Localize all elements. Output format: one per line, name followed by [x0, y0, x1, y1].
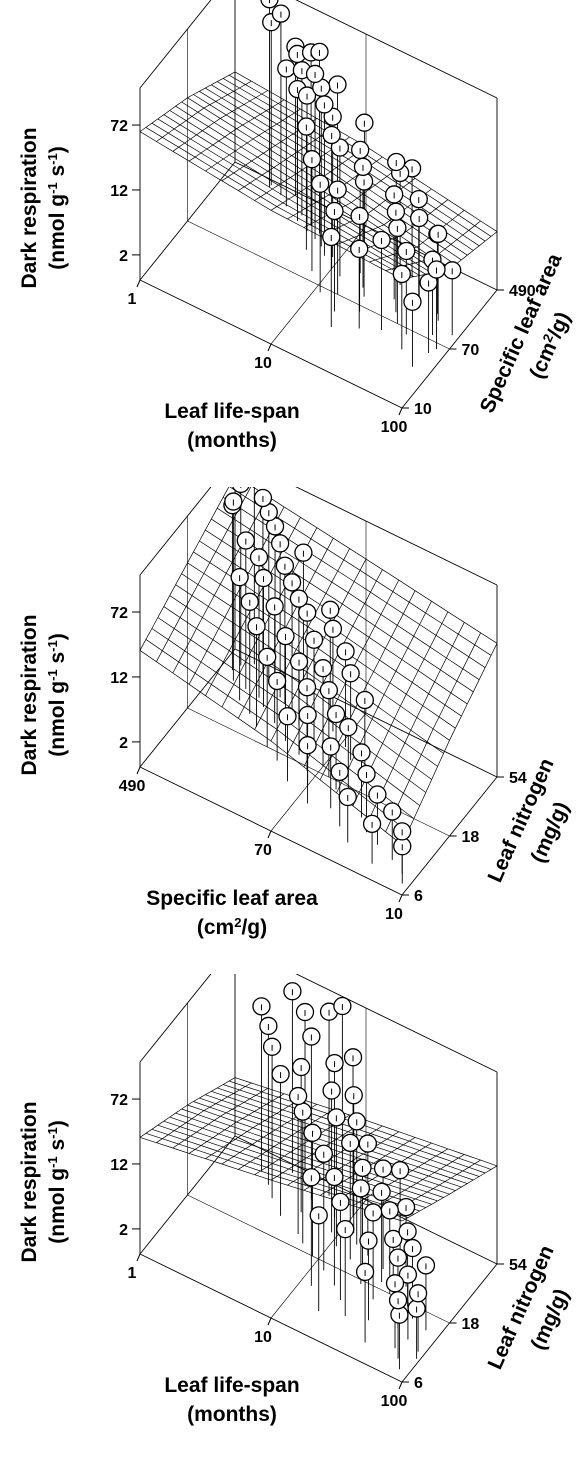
chart-panel-3: 2 12 72 1 10 100 6 18 54 Dark respiration (nmol g-…	[0, 974, 580, 1454]
chart-2-surface-line	[187, 562, 450, 741]
chart-2-surface-line	[211, 518, 474, 693]
chart-2-surface-line	[139, 487, 230, 651]
chart-3-surface-line	[211, 1090, 474, 1181]
chart-1-x-tick-label: 1	[128, 291, 137, 308]
chart-1-y-tick-label: 490	[509, 283, 536, 300]
chart-2-y-tick-label: 54	[509, 770, 527, 787]
chart-1-surface-line	[217, 81, 480, 247]
chart-1-surface-line	[211, 84, 474, 251]
chart-2-y-tick-label: 6	[414, 888, 423, 905]
chart-3-z-axis-title: Dark respiration (nmol g-1 s-1)	[18, 1101, 69, 1262]
chart-3-x-tick-label: 10	[254, 1329, 272, 1346]
chart-3-z-tick-label: 12	[110, 1157, 128, 1174]
chart-1-data-point	[260, 0, 279, 9]
chart-1-surface-line	[199, 91, 462, 261]
chart-2-x-axis-title: Specific leaf area	[146, 887, 318, 910]
chart-2-surface-line	[401, 643, 498, 845]
chart-3-z-tick-label: 72	[110, 1092, 128, 1109]
chart-1-x-tick-mark	[136, 279, 141, 288]
chart-1-surface-line	[151, 122, 415, 278]
chart-2-surface-line	[217, 507, 480, 680]
chart-2-x-tick-label: 10	[385, 906, 403, 923]
chart-2-surface-line	[336, 601, 432, 794]
chart-3-surface-line	[205, 1094, 468, 1184]
chart-2-surface-line	[181, 573, 444, 754]
chart-3-x-tick-mark	[136, 1253, 141, 1262]
chart-1-x-tick-label: 10	[254, 355, 272, 372]
chart-3-y-tick-label: 6	[414, 1375, 423, 1392]
chart-3-surface-line	[188, 1093, 285, 1154]
chart-3-surface-line	[172, 1087, 268, 1149]
chart-2-z-tick-label: 12	[110, 670, 128, 687]
chart-1-z-tick-label: 12	[110, 183, 128, 200]
chart-1-floor-gridline	[187, 220, 450, 350]
chart-1-z-tick-label: 2	[119, 248, 128, 265]
chart-1-svg: 2 12 72 1 10 100 10 70 490 Dark respiration (nmol …	[18, 0, 575, 452]
chart-2-surface-line	[385, 632, 481, 832]
chart-3-surface-line	[369, 1154, 465, 1212]
chart-2-z-tick-label: 2	[119, 735, 128, 752]
chart-3-y-tick-label: 18	[462, 1316, 480, 1333]
chart-2-x-tick-label: 490	[119, 778, 146, 795]
chart-2-y-tick-label: 18	[462, 829, 480, 846]
chart-panel-2: 2 12 72 490 70 10 6 18 54 Dark respiration (nmol g…	[0, 487, 580, 967]
chart-3-z-tick-label: 2	[119, 1222, 128, 1239]
chart-1-y-tick-label: 10	[414, 401, 432, 418]
chart-3-surface-line	[217, 1087, 480, 1177]
chart-3-surface-line	[401, 1165, 498, 1222]
chart-3-x-tick-label: 1	[128, 1265, 137, 1282]
chart-3-svg: 2 12 72 1 10 100 6 18 54 Dark respiration (nmol g-…	[18, 974, 574, 1426]
chart-3-surface-line	[199, 1097, 462, 1188]
chart-1-surface-line	[303, 167, 400, 228]
chart-panel-1: 2 12 72 1 10 100 10 70 490 Dark respiration (nmol …	[0, 0, 580, 480]
chart-1-surface-line	[205, 87, 468, 256]
chart-1-y-tick-label: 70	[462, 342, 480, 359]
chart-2-x-axis-subtitle: (cm2/g)	[197, 915, 267, 940]
chart-2-x-tick-mark	[398, 894, 403, 903]
chart-2-x-tick-label: 70	[254, 842, 272, 859]
chart-3-y-tick-label: 54	[509, 1257, 527, 1274]
chart-3-x-axis-subtitle: (months)	[187, 1403, 277, 1426]
chart-2-surface-line	[163, 606, 427, 793]
chart-2-z-tick-label: 72	[110, 605, 128, 622]
chart-2-svg: 2 12 72 490 70 10 6 18 54 Dark respiration (nmol g…	[18, 487, 574, 940]
chart-2-x-tick-mark	[136, 766, 141, 775]
chart-2-surface-line	[205, 529, 468, 705]
chart-2-data-point	[232, 487, 250, 494]
chart-1-x-tick-mark	[398, 407, 403, 416]
chart-2-x-tick-mark	[267, 830, 272, 839]
chart-2-surface-line	[368, 622, 465, 819]
chart-1-z-tick-label: 72	[110, 118, 128, 135]
chart-3-x-tick-label: 100	[381, 1393, 408, 1410]
chart-3-x-axis-title: Leaf life-span	[164, 1374, 299, 1397]
chart-1-x-axis-title: Leaf life-span	[164, 400, 299, 423]
chart-3-surface-line	[205, 1098, 301, 1159]
chart-1-x-tick-label: 100	[381, 419, 408, 436]
chart-1-z-axis-title: Dark respiration (nmol g-1 s-1)	[18, 127, 69, 288]
chart-2-z-axis-title: Dark respiration (nmol g-1 s-1)	[18, 614, 69, 775]
chart-3-x-tick-mark	[267, 1317, 272, 1326]
chart-3-surface-line	[234, 1077, 498, 1167]
chart-3-x-tick-mark	[398, 1381, 403, 1390]
chart-1-x-tick-mark	[267, 343, 272, 352]
chart-1-surface-line	[369, 210, 465, 263]
chart-2-floor-gridline	[187, 707, 450, 837]
chart-1-x-axis-subtitle: (months)	[187, 429, 277, 452]
chart-2-surface-line	[252, 487, 498, 644]
